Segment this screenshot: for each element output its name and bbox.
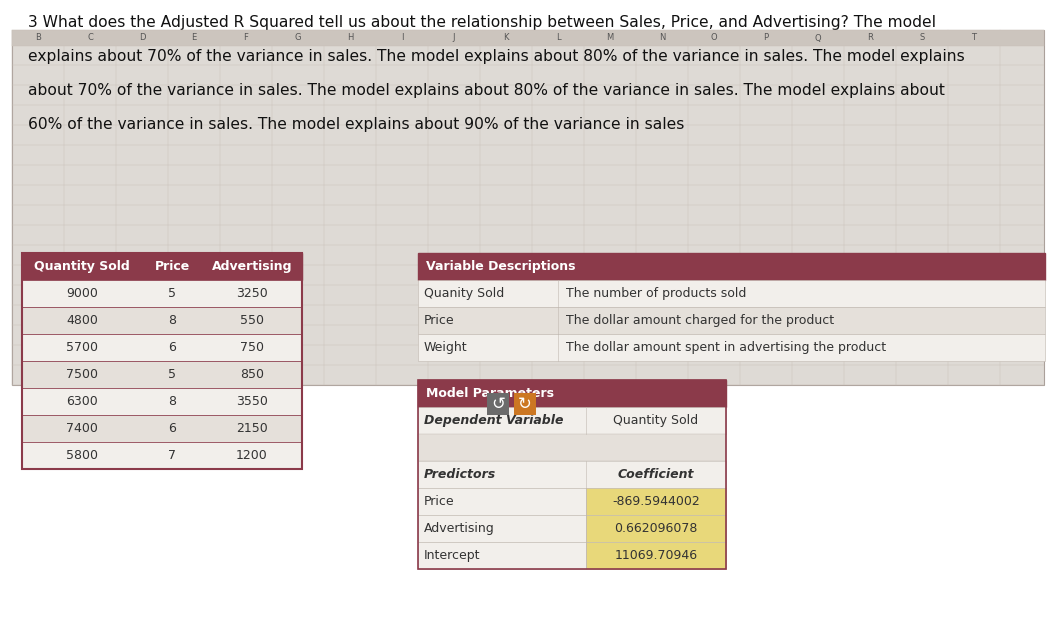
Text: Quantity Sold: Quantity Sold — [614, 414, 699, 427]
Bar — [12, 30, 1044, 385]
Bar — [22, 415, 302, 442]
Text: J: J — [453, 33, 455, 42]
Bar — [418, 334, 1045, 361]
Bar — [586, 515, 727, 542]
Text: about 70% of the variance in sales. The model explains about 80% of the variance: about 70% of the variance in sales. The … — [29, 83, 945, 98]
Bar — [22, 307, 302, 334]
Text: Variable Descriptions: Variable Descriptions — [426, 260, 576, 273]
Bar — [418, 380, 727, 407]
Bar — [418, 461, 727, 488]
Text: 6: 6 — [168, 422, 176, 435]
Bar — [12, 30, 1044, 46]
Text: 1200: 1200 — [237, 449, 268, 462]
Text: Advertising: Advertising — [425, 522, 495, 535]
Text: 0.662096078: 0.662096078 — [615, 522, 698, 535]
Bar — [514, 393, 536, 415]
Text: K: K — [504, 33, 509, 42]
Bar — [487, 393, 509, 415]
Text: 3 What does the Adjusted R Squared tell us about the relationship between Sales,: 3 What does the Adjusted R Squared tell … — [29, 15, 936, 30]
Text: 3250: 3250 — [237, 287, 268, 300]
Text: explains about 70% of the variance in sales. The model explains about 80% of the: explains about 70% of the variance in sa… — [29, 49, 965, 64]
Text: G: G — [295, 33, 301, 42]
Text: Model Parameters: Model Parameters — [426, 387, 554, 400]
Bar — [418, 407, 727, 434]
Bar — [418, 280, 1045, 307]
Text: -869.5944002: -869.5944002 — [612, 495, 700, 508]
Text: Weight: Weight — [425, 341, 468, 354]
Bar — [22, 442, 302, 469]
Text: Predictors: Predictors — [425, 468, 496, 481]
Text: S: S — [920, 33, 925, 42]
Text: Price: Price — [425, 495, 455, 508]
Bar — [22, 253, 302, 280]
Text: 7: 7 — [168, 449, 176, 462]
Text: R: R — [867, 33, 873, 42]
Bar — [22, 253, 302, 469]
Text: 11069.70946: 11069.70946 — [615, 549, 698, 562]
Text: 5700: 5700 — [65, 341, 98, 354]
Text: 2150: 2150 — [237, 422, 268, 435]
Text: 5: 5 — [168, 287, 176, 300]
Text: Price: Price — [154, 260, 190, 273]
Text: 5800: 5800 — [65, 449, 98, 462]
Text: C: C — [87, 33, 93, 42]
Bar — [22, 388, 302, 415]
Text: Dependent Variable: Dependent Variable — [425, 414, 564, 427]
Text: 6: 6 — [168, 341, 176, 354]
Bar — [418, 253, 1045, 280]
Text: Quantity Sold: Quantity Sold — [34, 260, 130, 273]
Text: 9000: 9000 — [67, 287, 98, 300]
Bar — [586, 542, 727, 569]
Text: 8: 8 — [168, 314, 176, 327]
Text: ↺: ↺ — [491, 395, 505, 413]
Text: The number of products sold: The number of products sold — [566, 287, 747, 300]
Text: M: M — [606, 33, 614, 42]
Text: F: F — [244, 33, 248, 42]
Text: 60% of the variance in sales. The model explains about 90% of the variance in sa: 60% of the variance in sales. The model … — [29, 117, 684, 132]
Text: 4800: 4800 — [67, 314, 98, 327]
Text: Advertising: Advertising — [212, 260, 293, 273]
Text: 7500: 7500 — [65, 368, 98, 381]
Bar — [418, 542, 586, 569]
Text: 3550: 3550 — [237, 395, 268, 408]
Bar — [586, 488, 727, 515]
Text: Q: Q — [814, 33, 822, 42]
Text: D: D — [138, 33, 146, 42]
Text: Quanity Sold: Quanity Sold — [425, 287, 505, 300]
Text: L: L — [555, 33, 561, 42]
Text: I: I — [400, 33, 403, 42]
Text: 5: 5 — [168, 368, 176, 381]
Text: 550: 550 — [240, 314, 264, 327]
Text: 8: 8 — [168, 395, 176, 408]
Text: B: B — [35, 33, 41, 42]
Bar — [22, 280, 302, 307]
Bar — [418, 488, 586, 515]
Bar — [22, 334, 302, 361]
Text: 7400: 7400 — [67, 422, 98, 435]
Text: O: O — [711, 33, 717, 42]
Text: 6300: 6300 — [67, 395, 98, 408]
Text: The dollar amount spent in advertising the product: The dollar amount spent in advertising t… — [566, 341, 886, 354]
Bar — [418, 380, 727, 569]
Text: Intercept: Intercept — [425, 549, 480, 562]
Text: E: E — [191, 33, 196, 42]
Text: Coefficient: Coefficient — [618, 468, 694, 481]
Text: 750: 750 — [240, 341, 264, 354]
Text: N: N — [659, 33, 665, 42]
Text: 850: 850 — [240, 368, 264, 381]
Text: The dollar amount charged for the product: The dollar amount charged for the produc… — [566, 314, 834, 327]
Bar — [418, 515, 586, 542]
Bar — [418, 307, 1045, 334]
Text: T: T — [972, 33, 977, 42]
Bar — [418, 434, 727, 461]
Text: P: P — [763, 33, 769, 42]
Bar — [22, 361, 302, 388]
Text: Price: Price — [425, 314, 455, 327]
Text: H: H — [346, 33, 353, 42]
Text: ↻: ↻ — [518, 395, 532, 413]
